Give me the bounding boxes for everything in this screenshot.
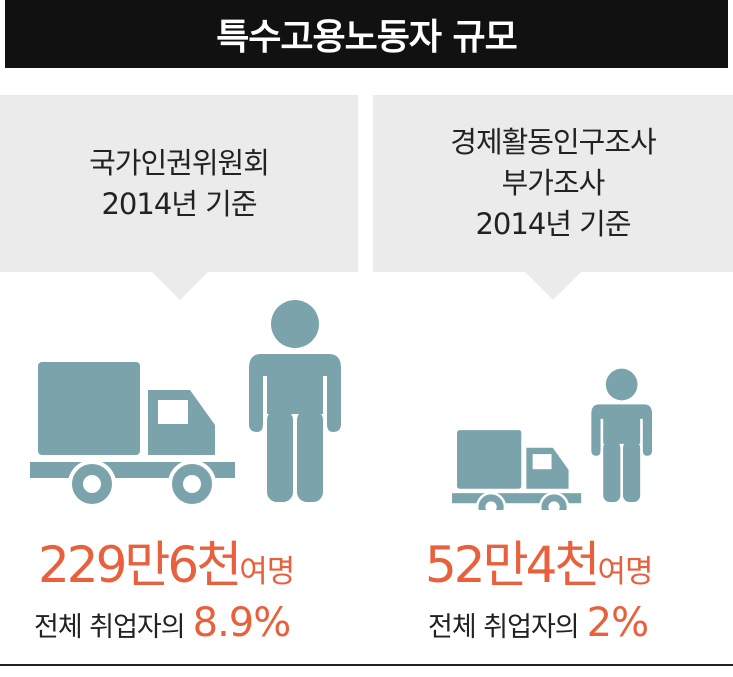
source-box: 국가인권위원회 2014년 기준 — [0, 95, 358, 300]
share-value: 2% — [586, 600, 649, 646]
amount: 52만4천여명 — [425, 525, 653, 597]
amount-unit: 여명 — [597, 554, 653, 590]
icons — [28, 300, 653, 510]
source-line: 국가인권위원회 — [89, 145, 270, 180]
share-label: 전체 취업자의 — [428, 612, 580, 643]
truck-icon — [450, 428, 583, 510]
amount-value: 229만6천 — [38, 536, 242, 594]
source-line: 경제활동인구조사 — [450, 125, 656, 159]
share: 전체 취업자의 2% — [428, 600, 649, 646]
truck-icon — [28, 360, 237, 508]
source-line: 부가조사 — [501, 166, 606, 200]
source-line: 2014년 기준 — [101, 186, 257, 221]
amount-value: 52만4천 — [425, 536, 600, 594]
share: 전체 취업자의 8.9% — [34, 600, 292, 646]
amount: 229만6천여명 — [38, 525, 295, 597]
share-label: 전체 취업자의 — [34, 612, 186, 643]
title: 특수고용노동자 규모 — [5, 0, 728, 68]
bottom-rule — [0, 664, 733, 666]
share-value: 8.9% — [192, 600, 292, 646]
person-icon — [591, 368, 653, 502]
source-line: 2014년 기준 — [475, 207, 631, 241]
amount-unit: 여명 — [239, 554, 295, 590]
person-icon — [249, 300, 341, 502]
